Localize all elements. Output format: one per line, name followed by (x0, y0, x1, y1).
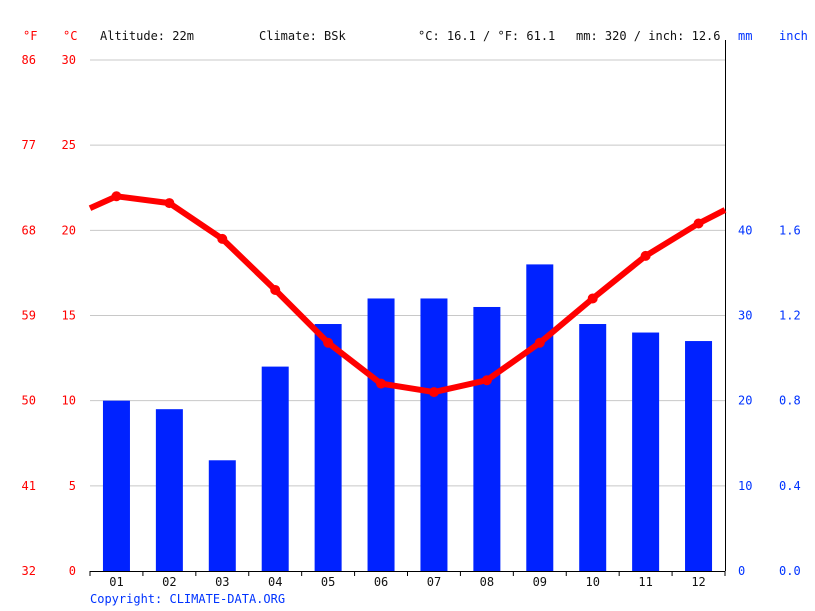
precipitation-bar (473, 306, 501, 571)
precipitation-bar (420, 298, 448, 571)
axes (89, 40, 726, 576)
copyright-link[interactable]: Copyright: CLIMATE-DATA.ORG (90, 592, 285, 606)
temperature-point (640, 250, 651, 261)
temperature-line (88, 191, 727, 398)
precipitation-bar (314, 324, 342, 571)
month-tick-label: 01 (109, 575, 123, 589)
temperature-point (376, 378, 387, 389)
celsius-tick-label: 25 (62, 138, 76, 152)
temperature-point (587, 293, 598, 304)
temperature-series-line (88, 193, 727, 396)
temperature-point (534, 337, 545, 348)
precipitation-bar (526, 264, 554, 571)
mm-unit-label: mm (738, 29, 752, 43)
inch-tick-label: 0.4 (779, 479, 801, 493)
temperature-point (693, 218, 704, 229)
temperature-point (111, 191, 122, 202)
mm-tick-label: 20 (738, 394, 752, 408)
climate-label: Climate: BSk (259, 29, 346, 43)
fahrenheit-tick-label: 41 (22, 479, 36, 493)
month-tick-label: 11 (638, 575, 652, 589)
month-tick-label: 02 (162, 575, 176, 589)
inch-unit-label: inch (779, 29, 808, 43)
altitude-label: Altitude: 22m (100, 29, 194, 43)
celsius-tick-label: 30 (62, 53, 76, 67)
month-tick-label: 12 (691, 575, 705, 589)
inch-tick-label: 1.6 (779, 223, 801, 237)
precipitation-bar (579, 324, 607, 571)
fahrenheit-tick-label: 32 (22, 564, 36, 578)
precipitation-bar (102, 400, 130, 571)
temperature-point (270, 284, 281, 295)
month-tick-label: 08 (480, 575, 494, 589)
fahrenheit-tick-label: 50 (22, 394, 36, 408)
precipitation-bar (155, 409, 183, 571)
month-tick-label: 05 (321, 575, 335, 589)
temperature-point (481, 375, 492, 386)
celsius-tick-label: 5 (69, 479, 76, 493)
celsius-tick-label: 15 (62, 309, 76, 323)
mm-tick-label: 40 (738, 223, 752, 237)
fahrenheit-tick-label: 59 (22, 309, 36, 323)
temperature-summary: °C: 16.1 / °F: 61.1 (418, 29, 555, 43)
month-tick-label: 07 (427, 575, 441, 589)
month-tick-label: 10 (585, 575, 599, 589)
gridlines (90, 59, 725, 487)
precipitation-bar (367, 298, 395, 571)
celsius-tick-label: 0 (69, 564, 76, 578)
month-tick-label: 03 (215, 575, 229, 589)
temperature-point (217, 233, 228, 244)
fahrenheit-tick-label: 86 (22, 53, 36, 67)
temperature-point (323, 337, 334, 348)
precipitation-bar (261, 366, 289, 571)
inch-tick-label: 0.8 (779, 394, 801, 408)
mm-tick-label: 30 (738, 309, 752, 323)
fahrenheit-tick-label: 77 (22, 138, 36, 152)
inch-tick-label: 1.2 (779, 309, 801, 323)
temperature-point (428, 387, 439, 398)
temperature-point (164, 198, 175, 209)
celsius-tick-label: 10 (62, 394, 76, 408)
inch-tick-label: 0.0 (779, 564, 801, 578)
month-tick-label: 04 (268, 575, 282, 589)
precipitation-summary: mm: 320 / inch: 12.6 (576, 29, 721, 43)
precipitation-bars (102, 264, 713, 571)
precipitation-bar (208, 460, 236, 571)
celsius-unit-label: °C (63, 29, 77, 43)
fahrenheit-unit-label: °F (23, 29, 37, 43)
tick-labels: 32 0 41 5 50 10 59 15 68 20 77 25 86 30 0 0.0 10 0.4 20 0.8… (22, 53, 801, 589)
celsius-tick-label: 20 (62, 223, 76, 237)
mm-tick-label: 0 (738, 564, 745, 578)
month-tick-label: 06 (374, 575, 388, 589)
precipitation-bar (632, 332, 660, 571)
mm-tick-label: 10 (738, 479, 752, 493)
fahrenheit-tick-label: 68 (22, 223, 36, 237)
precipitation-bar (685, 341, 713, 571)
month-tick-label: 09 (533, 575, 547, 589)
